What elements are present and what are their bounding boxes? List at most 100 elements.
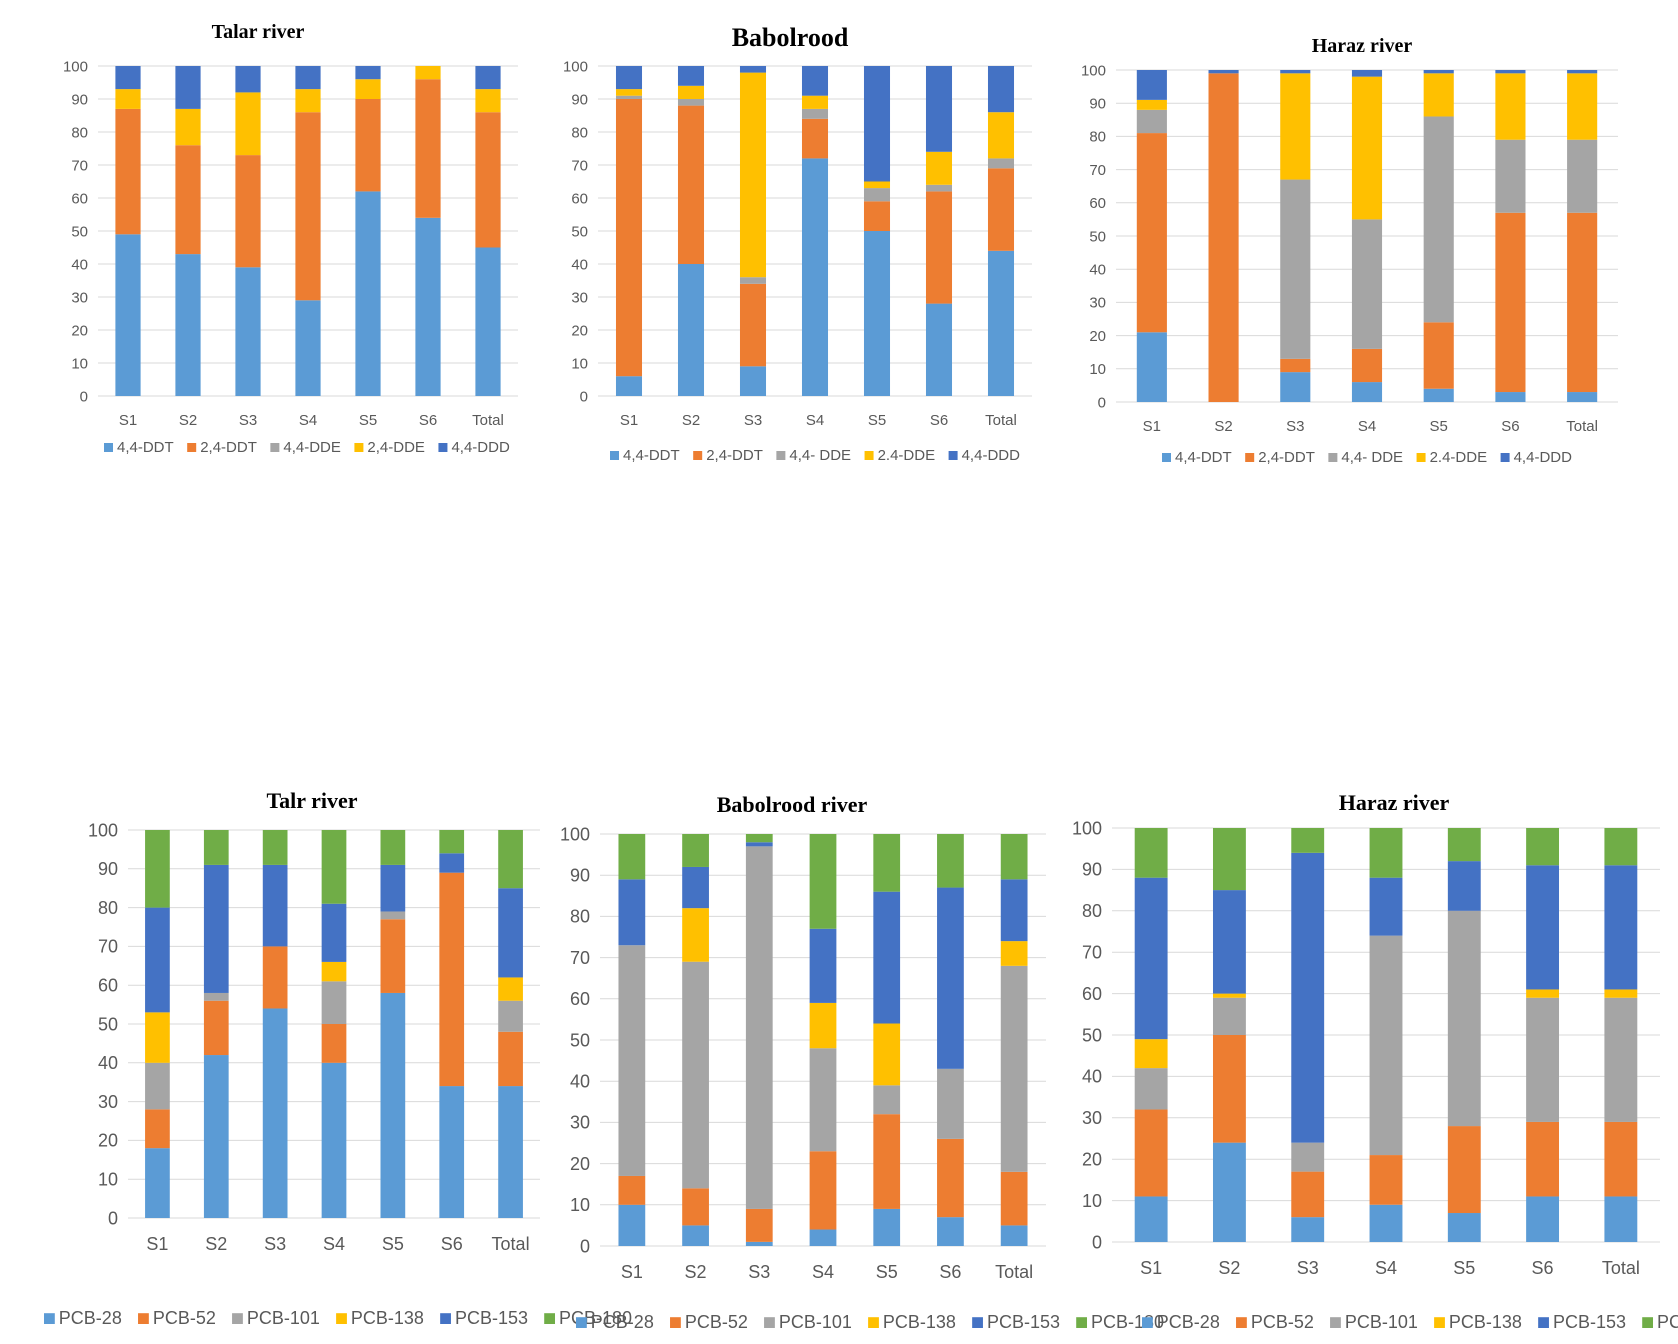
- bar-segment-4-4-ddt-s5: [863, 231, 891, 396]
- legend-label: PCB-153: [1553, 1312, 1626, 1332]
- bar-segment-pcb-28-s4: [809, 1229, 837, 1246]
- x-tick-label: S6: [1532, 1258, 1554, 1278]
- bar-segment-pcb-52-s4: [809, 1151, 837, 1230]
- x-tick-label: S4: [812, 1262, 834, 1282]
- bar-segment-pcb-101-s1: [618, 945, 646, 1176]
- legend-swatch: [610, 451, 619, 460]
- y-tick-label: 70: [71, 157, 88, 174]
- legend-label: 4,4-DDT: [117, 439, 174, 456]
- bar-segment-pcb-28-s1: [145, 1148, 170, 1218]
- x-tick-label: S4: [1375, 1258, 1397, 1278]
- bar-segment-2-4-dde-s5: [1423, 73, 1454, 117]
- bar-segment-4-4-ddd-s5: [1423, 70, 1454, 74]
- y-tick-label: 30: [71, 289, 88, 306]
- x-tick-label: Total: [472, 412, 504, 429]
- y-tick-label: 90: [71, 91, 88, 108]
- bar-segment-pcb-153-total: [1000, 879, 1028, 942]
- bar-segment-4-4-ddd-s3: [1280, 70, 1311, 74]
- bar-segment-pcb-52-s6: [937, 1138, 964, 1218]
- bar-segment-4-4-dde-s4: [1351, 219, 1383, 349]
- legend-swatch: [440, 1313, 451, 1324]
- bar-segment-pcb-52-s4: [321, 1024, 347, 1063]
- x-tick-label: S2: [685, 1262, 707, 1282]
- bar-segment-pcb-180-s5: [873, 834, 901, 892]
- chart-title: Talar river: [212, 21, 305, 43]
- bar-segment-pcb-52-s3: [745, 1208, 773, 1242]
- bar-segment-2-4-dde-s6: [1495, 73, 1526, 140]
- y-tick-label: 50: [570, 1030, 590, 1050]
- legend-item: PCB-138: [336, 1308, 424, 1328]
- legend-item: PCB-153: [972, 1312, 1060, 1332]
- x-tick-label: S6: [939, 1262, 961, 1282]
- bar-segment-4-4-ddd-total: [987, 66, 1015, 113]
- x-tick-label: S6: [1501, 418, 1519, 435]
- bar-segment-4-4-ddd-total: [1567, 70, 1598, 74]
- bar-segment-2-4-dde-s1: [115, 89, 141, 109]
- bar-segment-pcb-180-s3: [262, 830, 288, 865]
- x-tick-label: S3: [744, 412, 762, 429]
- bar-segment-2-4-ddt-s3: [739, 283, 767, 367]
- legend-label: 2,4-DDE: [367, 439, 425, 456]
- bar-segment-4-4-dde-s6: [1495, 139, 1526, 213]
- bar-segment-4-4-ddd-s2: [1208, 70, 1239, 74]
- bar-segment-pcb-138-s6: [1526, 989, 1560, 998]
- bar-segment-4-4-ddd-s6: [925, 66, 953, 152]
- legend-swatch: [1245, 453, 1255, 462]
- y-tick-label: 30: [98, 1092, 118, 1112]
- y-tick-label: 40: [71, 256, 88, 273]
- y-tick-label: 20: [571, 322, 588, 339]
- bar-segment-pcb-52-s5: [873, 1114, 901, 1209]
- bar-segment-2-4-dde-s2: [677, 85, 705, 99]
- legend-label: PCB-28: [59, 1308, 122, 1328]
- legend-swatch: [1642, 1317, 1654, 1328]
- bar-segment-4-4-ddd-s2: [677, 66, 705, 86]
- bar-segment-pcb-180-s5: [380, 830, 406, 865]
- x-tick-label: S1: [119, 412, 137, 429]
- bar-segment-2-4-dde-s1: [1136, 99, 1167, 110]
- bar-segment-pcb-180-s6: [937, 834, 964, 888]
- bar-segment-pcb-52-s2: [203, 1000, 229, 1056]
- bar-segment-pcb-101-s1: [1134, 1068, 1168, 1110]
- legend-item: PCB-28: [1142, 1312, 1220, 1332]
- x-tick-label: S4: [323, 1234, 345, 1254]
- bar-segment-pcb-180-total: [1000, 834, 1028, 880]
- y-tick-label: 20: [570, 1154, 590, 1174]
- legend-swatch: [354, 443, 364, 452]
- legend-swatch: [948, 451, 958, 460]
- bar-segment-pcb-153-total: [498, 888, 523, 978]
- y-tick-label: 30: [570, 1113, 590, 1133]
- legend-item: 2,4-DDT: [187, 439, 257, 456]
- legend-swatch: [1142, 1317, 1153, 1328]
- x-tick-label: S1: [620, 412, 638, 429]
- x-tick-label: S5: [382, 1234, 404, 1254]
- bar-segment-pcb-138-s1: [145, 1012, 170, 1063]
- bar-segment-4-4-dde-s1: [1136, 109, 1167, 134]
- bar-segment-2-4-dde-total: [987, 112, 1015, 159]
- bar-segment-4-4-dde-total: [987, 158, 1015, 169]
- bar-segment-4-4-ddd-s3: [235, 66, 261, 93]
- bar-segment-2-4-dde-s4: [1351, 76, 1383, 220]
- bar-segment-pcb-153-s5: [380, 864, 406, 912]
- legend-item: 4,4- DDE: [1328, 449, 1403, 466]
- legend-item: 4,4-DDD: [948, 447, 1020, 464]
- bar-segment-pcb-180-total: [498, 830, 523, 889]
- x-tick-label: S4: [299, 412, 317, 429]
- x-tick-label: Total: [1602, 1258, 1640, 1278]
- legend-swatch: [544, 1313, 556, 1324]
- bar-segment-2-4-ddt-total: [987, 168, 1015, 251]
- bar-segment-4-4-ddt-s1: [615, 376, 643, 396]
- bar-segment-4-4-ddt-s1: [1136, 332, 1167, 402]
- bar-segment-pcb-28-s3: [1291, 1217, 1325, 1242]
- x-tick-label: S5: [359, 412, 377, 429]
- chart-title: Haraz river: [1312, 35, 1413, 57]
- x-tick-label: S2: [205, 1234, 227, 1254]
- y-tick-label: 20: [1089, 328, 1106, 345]
- bar-segment-4-4-dde-s3: [739, 277, 767, 284]
- bar-segment-pcb-101-s2: [682, 961, 709, 1189]
- x-tick-label: S3: [1297, 1258, 1319, 1278]
- bar-segment-pcb-28-s1: [1134, 1196, 1168, 1242]
- bar-segment-2-4-dde-s6: [415, 66, 441, 80]
- legend-item: 4,4-DDD: [438, 439, 510, 456]
